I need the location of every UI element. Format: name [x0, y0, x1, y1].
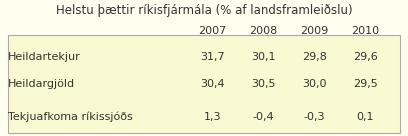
Text: Heildartekjur: Heildartekjur [8, 52, 81, 62]
Text: 30,0: 30,0 [302, 79, 326, 89]
Text: 2010: 2010 [351, 26, 379, 36]
Text: 31,7: 31,7 [200, 52, 224, 62]
Text: -0,4: -0,4 [252, 112, 274, 122]
Text: 29,8: 29,8 [302, 52, 326, 62]
Text: 2008: 2008 [249, 26, 277, 36]
Text: Heildargjöld: Heildargjöld [8, 79, 75, 89]
Text: 1,3: 1,3 [204, 112, 221, 122]
Text: -0,3: -0,3 [304, 112, 325, 122]
Text: Tekjuafkoma ríkissjóðs: Tekjuafkoma ríkissjóðs [8, 112, 133, 122]
Text: 30,1: 30,1 [251, 52, 275, 62]
Text: 30,4: 30,4 [200, 79, 224, 89]
Text: 29,6: 29,6 [353, 52, 377, 62]
Text: 0,1: 0,1 [357, 112, 374, 122]
Text: 2007: 2007 [198, 26, 226, 36]
Text: Helstu þættir ríkisfjármála (% af landsframleiðslu): Helstu þættir ríkisfjármála (% af landsf… [55, 4, 353, 17]
FancyBboxPatch shape [8, 35, 400, 133]
Text: 2009: 2009 [300, 26, 328, 36]
Text: 29,5: 29,5 [353, 79, 377, 89]
Text: 30,5: 30,5 [251, 79, 275, 89]
